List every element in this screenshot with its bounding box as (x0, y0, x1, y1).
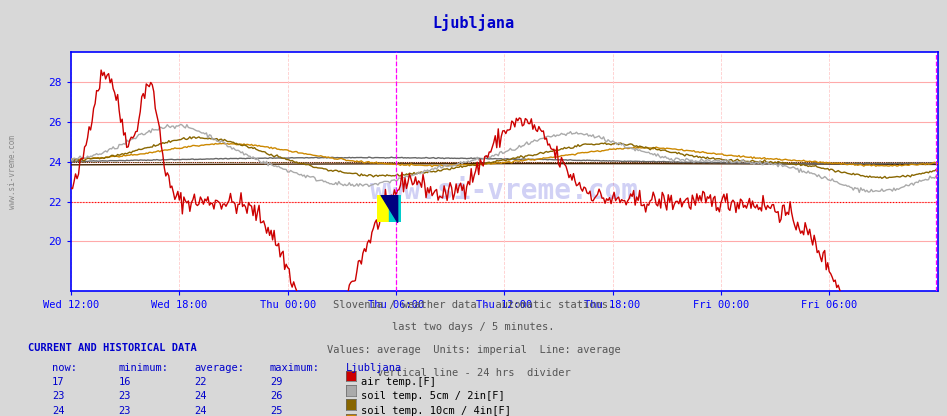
Text: www.si-vreme.com: www.si-vreme.com (8, 135, 17, 208)
Text: Values: average  Units: imperial  Line: average: Values: average Units: imperial Line: av… (327, 345, 620, 355)
Text: soil temp. 10cm / 4in[F]: soil temp. 10cm / 4in[F] (361, 406, 510, 416)
Text: 26: 26 (270, 391, 282, 401)
Text: 23: 23 (118, 391, 131, 401)
Text: Ljubljana: Ljubljana (433, 15, 514, 31)
Text: 17: 17 (52, 377, 64, 387)
Text: air temp.[F]: air temp.[F] (361, 377, 436, 387)
Text: 25: 25 (270, 406, 282, 416)
Text: www.si-vreme.com: www.si-vreme.com (370, 177, 638, 205)
Text: minimum:: minimum: (118, 363, 169, 373)
Text: now:: now: (52, 363, 77, 373)
Text: CURRENT AND HISTORICAL DATA: CURRENT AND HISTORICAL DATA (28, 343, 197, 353)
Bar (389, 195, 401, 222)
Text: 29: 29 (270, 377, 282, 387)
Text: vertical line - 24 hrs  divider: vertical line - 24 hrs divider (377, 368, 570, 378)
Text: soil temp. 5cm / 2in[F]: soil temp. 5cm / 2in[F] (361, 391, 505, 401)
Text: Ljubljana: Ljubljana (346, 363, 402, 373)
Text: 22: 22 (194, 377, 206, 387)
Text: 23: 23 (52, 391, 64, 401)
Text: maximum:: maximum: (270, 363, 320, 373)
Text: 23: 23 (118, 406, 131, 416)
Text: 24: 24 (52, 406, 64, 416)
Bar (377, 195, 389, 222)
Text: average:: average: (194, 363, 244, 373)
Text: Slovenia / weather data - automatic stations.: Slovenia / weather data - automatic stat… (333, 300, 614, 310)
Text: 24: 24 (194, 391, 206, 401)
Text: 24: 24 (194, 406, 206, 416)
Text: 16: 16 (118, 377, 131, 387)
Text: last two days / 5 minutes.: last two days / 5 minutes. (392, 322, 555, 332)
